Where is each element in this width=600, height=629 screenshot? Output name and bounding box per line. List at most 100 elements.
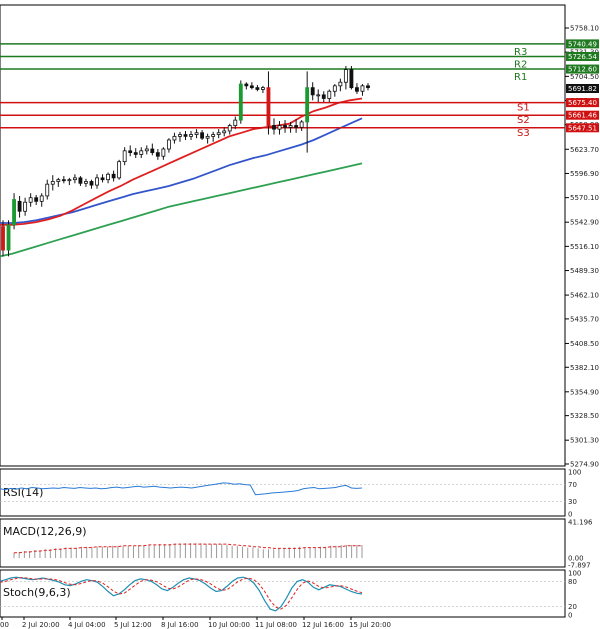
time-tick-label: 12 Jul 16:00 <box>302 621 344 629</box>
candle-body <box>34 197 39 202</box>
candle-body <box>128 150 133 154</box>
macd-tick-label: 41.196 <box>568 519 593 527</box>
candle-body <box>144 148 149 152</box>
macd-title: MACD(12,26,9) <box>3 525 87 538</box>
price-tick-label: 5516.10 <box>570 243 599 251</box>
ma-fast-red-line <box>0 97 363 226</box>
stoch-panel <box>0 569 566 618</box>
candle-body <box>6 224 11 251</box>
macd-tick-label: -7.897 <box>568 562 591 570</box>
time-tick-label: 00 <box>0 621 9 629</box>
candle-body <box>72 177 77 181</box>
support-resistance-levels: R3 5740.49 R2 5726.54 R1 5712.60 S1 5675.40 S2 56… <box>0 39 599 139</box>
price-tick-label: 5570.10 <box>570 194 599 202</box>
stoch-tick-label: 0 <box>568 612 572 620</box>
ma-slow-green-line <box>0 162 363 258</box>
macd-panel <box>0 518 566 568</box>
level-price-label-s1: 5675.40 <box>568 99 597 107</box>
price-tick-label: 5704.50 <box>570 73 599 81</box>
level-price-label-r1: 5712.60 <box>568 66 597 74</box>
candle-body <box>233 119 238 126</box>
candle-body <box>238 83 243 121</box>
time-tick-label: 4 Jul 04:00 <box>68 621 106 629</box>
price-tick-label: 5489.30 <box>570 267 599 275</box>
stoch-d-line <box>0 577 363 610</box>
level-price-tag-s1 <box>566 98 599 108</box>
stoch-k-line <box>0 576 363 612</box>
candle-body <box>261 87 265 90</box>
candle-body <box>67 179 72 182</box>
candle-body <box>155 152 160 157</box>
candle-body <box>139 150 144 155</box>
price-tick-label: 5542.90 <box>570 219 599 227</box>
candle-body <box>17 200 22 212</box>
time-tick-label: 10 Jul 00:00 <box>208 621 250 629</box>
candle-body <box>23 201 28 212</box>
candle-body <box>277 125 282 130</box>
candle-body <box>178 134 182 137</box>
time-tick-label: 11 Jul 08:00 <box>255 621 297 629</box>
rsi-line <box>0 482 363 496</box>
level-name-r1: R1 <box>514 72 527 83</box>
candle-body <box>161 148 166 157</box>
candle-body <box>266 87 271 126</box>
time-tick-label: 2 Jul 20:00 <box>22 621 60 629</box>
candle-body <box>327 90 332 99</box>
candle-body <box>183 134 188 137</box>
candle-body <box>84 181 88 184</box>
price-tick-label: 5435.70 <box>570 315 599 323</box>
candle-body <box>28 197 33 203</box>
candle-body <box>205 135 210 139</box>
price-tick-label: 5382.10 <box>570 364 599 372</box>
level-name-s3: S3 <box>517 128 530 139</box>
candle-body <box>111 173 116 179</box>
candle-body <box>255 87 260 90</box>
candle-body <box>216 132 221 135</box>
stoch-tick-label: 80 <box>568 578 577 586</box>
candle-body <box>299 121 304 128</box>
price-tick-label: 5274.90 <box>570 461 599 469</box>
candle-body <box>305 87 310 123</box>
candle-body <box>194 132 199 135</box>
candle-body <box>343 69 348 83</box>
candle-body <box>316 94 321 97</box>
level-price-label-s2: 5661.46 <box>568 112 597 120</box>
level-name-s2: S2 <box>517 115 530 126</box>
price-tick-label: 5462.10 <box>570 292 599 300</box>
candle-body <box>1 226 5 251</box>
macd-signal-line <box>14 543 362 554</box>
candle-body <box>39 195 44 202</box>
price-tick-label: 5623.70 <box>570 146 599 154</box>
candle-body <box>122 150 127 163</box>
moving-averages <box>0 97 363 258</box>
candle-body <box>166 139 171 150</box>
candle-body <box>45 183 50 197</box>
main-price-panel <box>0 4 566 467</box>
candle-body <box>294 125 299 128</box>
candle-body <box>211 134 216 137</box>
level-price-tag-s3 <box>566 123 599 133</box>
macd-indicator: MACD(12,26,9) 41.196 0.00-7.897 <box>3 519 593 570</box>
level-price-label-r3: 5740.49 <box>568 40 597 48</box>
candle-body <box>349 69 354 89</box>
level-name-s1: S1 <box>517 103 530 114</box>
candle-body <box>95 177 99 186</box>
candle-body <box>366 85 370 89</box>
candle-body <box>106 173 110 181</box>
level-name-r2: R2 <box>514 59 527 70</box>
rsi-tick-label: 100 <box>568 469 581 477</box>
level-price-tag-r1 <box>566 64 599 74</box>
macd-tick-label: 0.00 <box>568 555 584 563</box>
time-axis: 00 2 Jul 20:00 4 Jul 04:00 5 Jul 12:00 8 Jul… <box>0 617 391 629</box>
stoch-title: Stoch(9,6,3) <box>3 586 71 599</box>
candle-body <box>244 83 249 87</box>
candle-body <box>172 135 177 141</box>
candle-body <box>222 130 227 134</box>
candle-body <box>249 85 254 89</box>
candle-body <box>321 94 326 99</box>
candle-body <box>133 152 138 155</box>
price-tick-label: 5301.30 <box>570 437 599 445</box>
